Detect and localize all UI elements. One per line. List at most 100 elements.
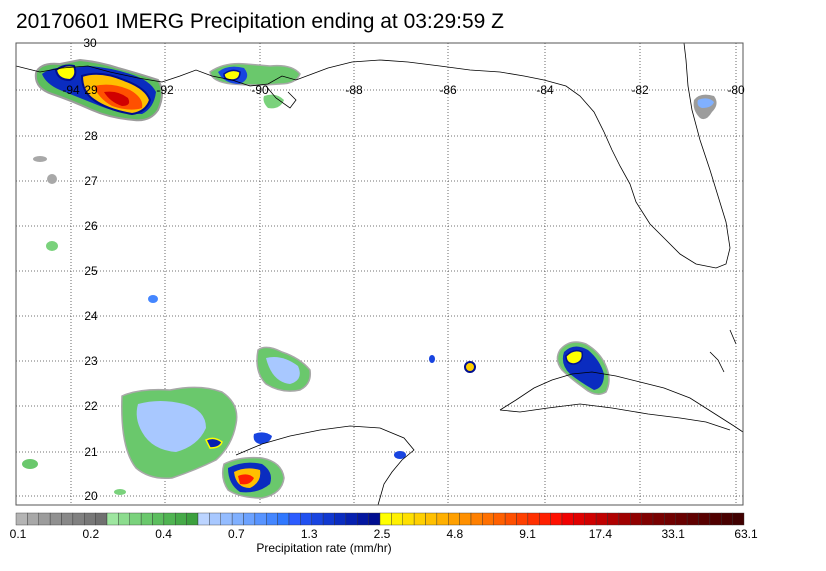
colorbar-tick-label: 0.7 [228, 527, 245, 541]
lat-label: 25 [84, 264, 98, 278]
colorbar-swatch [231, 512, 244, 526]
colorbar-swatch [61, 512, 74, 526]
lon-label: -80 [727, 83, 745, 97]
colorbar-swatch [652, 512, 665, 526]
colorbar-swatch [118, 512, 130, 526]
colorbar-swatch [72, 512, 85, 526]
colorbar-swatch [482, 512, 494, 526]
lat-label: 26 [84, 219, 98, 233]
lon-label: -94 [62, 83, 80, 97]
lat-label: 29 [84, 83, 98, 97]
colorbar-tick-label: 33.1 [661, 527, 685, 541]
colorbar-swatch [595, 512, 608, 526]
colorbar-tick-label: 17.4 [588, 527, 613, 541]
colorbar-tick-label: 2.5 [373, 527, 391, 541]
lat-label: 28 [84, 129, 98, 143]
colorbar-swatch [436, 512, 449, 526]
colorbar-swatch [448, 512, 460, 526]
lat-label: 22 [84, 399, 98, 413]
colorbar-swatch [732, 512, 745, 526]
lon-label: -86 [439, 83, 457, 97]
colorbar-swatch [539, 512, 551, 526]
colorbar-swatch [163, 512, 176, 526]
colorbar-swatch [721, 512, 733, 526]
page-title: 20170601 IMERG Precipitation ending at 0… [16, 10, 504, 33]
colorbar-tick-label: 1.3 [300, 527, 318, 541]
lat-label: 21 [84, 445, 98, 459]
colorbar-swatch [379, 512, 392, 526]
colorbar-swatch [175, 512, 187, 526]
colorbar-swatch [641, 512, 654, 526]
colorbar-swatch [618, 512, 631, 526]
coastlines [16, 43, 743, 505]
colorbar-swatch [630, 512, 642, 526]
colorbar-swatch [277, 512, 290, 526]
colorbar-swatch [129, 512, 142, 526]
colorbar-swatch [698, 512, 711, 526]
colorbar [15, 512, 745, 526]
colorbar-swatch [288, 512, 301, 526]
colorbar-swatch [413, 512, 426, 526]
precipitation-field [22, 58, 717, 499]
colorbar-swatch [84, 512, 96, 526]
colorbar-tick-label: 0.4 [155, 527, 172, 541]
colorbar-swatch [357, 512, 369, 526]
colorbar-swatch [254, 512, 267, 526]
colorbar-swatch [266, 512, 278, 526]
colorbar-swatch [27, 512, 39, 526]
colorbar-swatch [686, 512, 699, 526]
lat-label: 24 [84, 309, 98, 323]
colorbar-swatch [470, 512, 483, 526]
lon-label: -90 [251, 83, 269, 97]
colorbar-swatch [561, 512, 574, 526]
colorbar-tick-label: 9.1 [519, 527, 536, 541]
lat-label: 30 [83, 36, 97, 50]
colorbar-swatch [573, 512, 585, 526]
lon-label: -92 [156, 83, 174, 97]
colorbar-swatch [322, 512, 335, 526]
lon-label: -88 [345, 83, 363, 97]
colorbar-swatch [391, 512, 403, 526]
colorbar-tick-label: 0.1 [9, 527, 27, 541]
lat-label: 20 [84, 489, 98, 503]
colorbar-swatch [516, 512, 529, 526]
colorbar-swatch [334, 512, 347, 526]
colorbar-title: Precipitation rate (mm/hr) [256, 541, 392, 555]
colorbar-swatch [459, 512, 472, 526]
colorbar-swatch [368, 512, 381, 526]
colorbar-swatch [49, 512, 62, 526]
colorbar-swatch [664, 512, 676, 526]
colorbar-swatch [425, 512, 438, 526]
colorbar-swatch [584, 512, 597, 526]
colorbar-tick-label: 0.2 [82, 527, 100, 541]
colorbar-swatch [675, 512, 688, 526]
colorbar-swatch [311, 512, 324, 526]
colorbar-swatch [504, 512, 517, 526]
lat-label: 27 [84, 174, 98, 188]
lat-label: 23 [84, 354, 98, 368]
colorbar-tick-label: 4.8 [446, 527, 464, 541]
colorbar-swatch [300, 512, 312, 526]
colorbar-swatch [140, 512, 153, 526]
colorbar-swatch [402, 512, 415, 526]
colorbar-swatch [152, 512, 165, 526]
colorbar-swatch [106, 512, 119, 526]
colorbar-swatch [186, 512, 199, 526]
colorbar-swatch [197, 512, 210, 526]
colorbar-swatch [243, 512, 256, 526]
colorbar-tick-label: 63.1 [734, 527, 758, 541]
lon-label: -82 [631, 83, 649, 97]
colorbar-swatch [345, 512, 358, 526]
colorbar-swatch [527, 512, 540, 526]
colorbar-swatch [607, 512, 620, 526]
colorbar-swatch [15, 512, 28, 526]
lon-label: -84 [536, 83, 554, 97]
colorbar-swatch [493, 512, 506, 526]
lat-lon-grid [16, 43, 743, 505]
grid-labels: -94 -92 -90 -88 -86 -84 -82 -80 30 29 28 27 26 25 24 23… [62, 36, 745, 503]
colorbar-swatch [709, 512, 722, 526]
colorbar-swatch [38, 512, 51, 526]
colorbar-swatch [220, 512, 233, 526]
colorbar-swatch [550, 512, 563, 526]
